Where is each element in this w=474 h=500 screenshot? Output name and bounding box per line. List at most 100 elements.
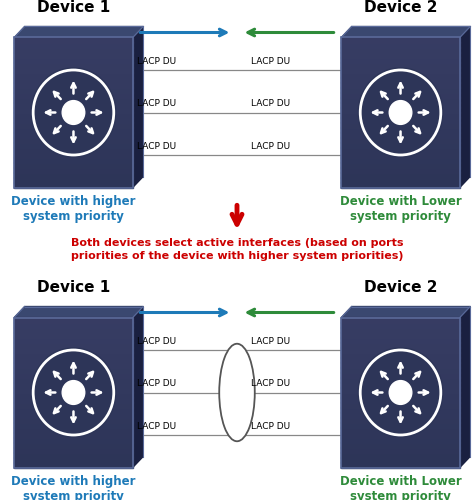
Text: LACP DU: LACP DU	[251, 337, 291, 346]
Bar	[341, 82, 460, 87]
Bar	[341, 167, 460, 172]
Text: LACP DU: LACP DU	[251, 57, 291, 66]
Bar	[14, 142, 133, 148]
Bar	[14, 172, 133, 178]
Bar	[14, 62, 133, 68]
Bar	[341, 57, 460, 62]
Bar	[14, 392, 133, 398]
Bar	[341, 72, 460, 78]
Bar	[341, 362, 460, 368]
Bar	[14, 72, 133, 78]
Text: Device with Lower
system priority: Device with Lower system priority	[340, 475, 461, 500]
Bar	[14, 347, 133, 352]
Text: Device 2: Device 2	[364, 280, 438, 295]
Circle shape	[62, 100, 85, 124]
Bar	[341, 107, 460, 112]
Polygon shape	[14, 26, 143, 38]
Text: Device 2: Device 2	[364, 0, 438, 15]
Bar	[341, 462, 460, 468]
Circle shape	[31, 348, 116, 437]
Text: LACP DU: LACP DU	[137, 57, 177, 66]
Bar	[14, 357, 133, 362]
Bar	[14, 67, 133, 72]
Bar	[14, 437, 133, 442]
Bar	[14, 52, 133, 58]
Bar	[341, 102, 460, 108]
Bar	[14, 372, 133, 378]
Bar	[14, 337, 133, 342]
Bar	[341, 97, 460, 102]
Bar	[341, 37, 460, 43]
Bar	[341, 427, 460, 432]
Bar	[14, 402, 133, 407]
Bar	[14, 452, 133, 458]
Bar	[341, 172, 460, 178]
Bar	[341, 317, 460, 322]
Text: LACP DU: LACP DU	[137, 337, 177, 346]
Text: Device 1: Device 1	[37, 0, 110, 15]
Bar	[14, 38, 133, 188]
Bar	[341, 332, 460, 338]
Circle shape	[358, 68, 443, 157]
Bar	[341, 117, 460, 122]
Bar	[14, 92, 133, 98]
Text: LACP DU: LACP DU	[137, 380, 177, 388]
Bar	[341, 387, 460, 392]
Bar	[14, 457, 133, 462]
Bar	[341, 42, 460, 48]
Bar	[14, 382, 133, 388]
Text: Device with Lower
system priority: Device with Lower system priority	[340, 195, 461, 223]
Polygon shape	[341, 306, 470, 318]
Bar	[341, 318, 460, 468]
Bar	[341, 402, 460, 407]
Polygon shape	[341, 26, 470, 38]
Bar	[341, 52, 460, 58]
Bar	[14, 462, 133, 468]
Bar	[341, 177, 460, 182]
Bar	[341, 337, 460, 342]
Bar	[14, 397, 133, 402]
Circle shape	[389, 100, 412, 124]
Bar	[341, 452, 460, 458]
Bar	[341, 347, 460, 352]
Bar	[14, 102, 133, 108]
Text: Device with higher
system priority: Device with higher system priority	[11, 195, 136, 223]
Bar	[341, 87, 460, 92]
Bar	[14, 87, 133, 92]
Bar	[341, 352, 460, 358]
Bar	[14, 182, 133, 188]
Bar	[341, 442, 460, 448]
Bar	[341, 77, 460, 82]
Polygon shape	[460, 26, 470, 188]
Bar	[14, 42, 133, 48]
Bar	[14, 132, 133, 138]
Text: Device with higher
system priority: Device with higher system priority	[11, 475, 136, 500]
Bar	[14, 367, 133, 372]
Bar	[14, 157, 133, 162]
Bar	[14, 112, 133, 117]
Bar	[14, 147, 133, 152]
Bar	[14, 412, 133, 418]
Bar	[14, 422, 133, 428]
Bar	[14, 122, 133, 128]
Bar	[341, 142, 460, 148]
Bar	[14, 37, 133, 43]
Bar	[14, 352, 133, 358]
Bar	[14, 332, 133, 338]
Text: LACP DU: LACP DU	[251, 422, 291, 431]
Bar	[14, 427, 133, 432]
Bar	[14, 97, 133, 102]
Bar	[341, 432, 460, 438]
Bar	[341, 62, 460, 68]
Bar	[14, 127, 133, 132]
Bar	[14, 47, 133, 52]
Bar	[341, 417, 460, 422]
Text: LACP DU: LACP DU	[251, 142, 291, 151]
Bar	[14, 317, 133, 322]
Bar	[14, 162, 133, 168]
Bar	[14, 362, 133, 368]
Bar	[341, 437, 460, 442]
Text: LACP DU: LACP DU	[251, 380, 291, 388]
Circle shape	[358, 348, 443, 437]
Bar	[14, 177, 133, 182]
